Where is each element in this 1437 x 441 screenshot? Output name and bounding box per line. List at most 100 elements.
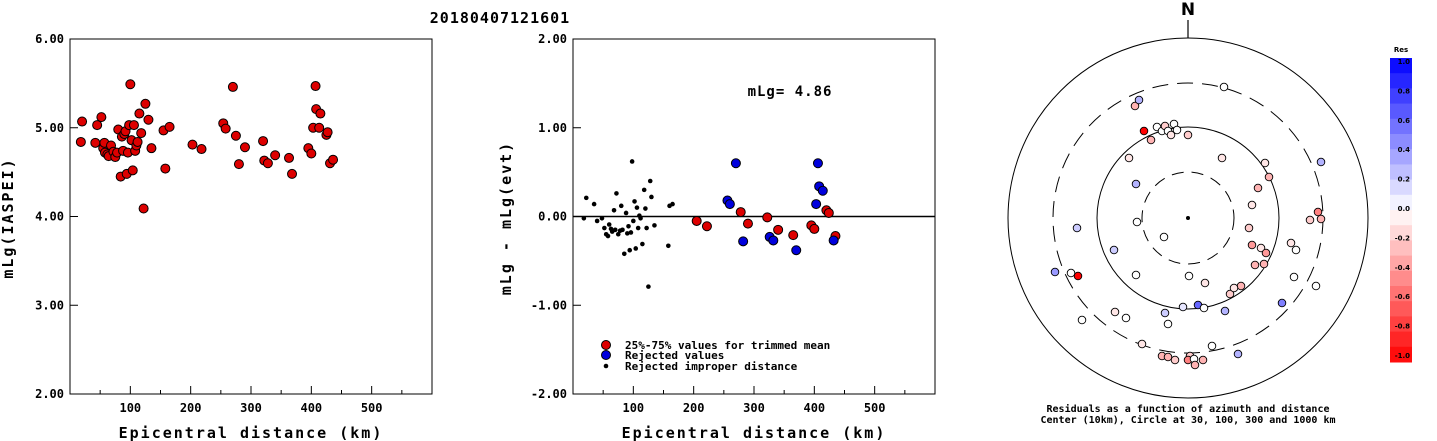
- rejected-point: [828, 235, 839, 246]
- residual-point: [1236, 281, 1246, 291]
- center-point: [1186, 216, 1190, 220]
- y-tick-label-2: 1.00: [538, 121, 567, 135]
- y-axis-label-1: mLg(IASPEI): [0, 157, 17, 278]
- y-tick-label-2: 0.00: [538, 210, 567, 224]
- improper-distance-point: [670, 201, 675, 207]
- data-point: [90, 137, 101, 148]
- rejected-point: [811, 199, 822, 210]
- x-tick-label-2: 100: [622, 401, 644, 415]
- residual-point: [1199, 303, 1209, 313]
- data-point: [322, 127, 333, 138]
- data-point: [284, 152, 295, 163]
- north-label: N: [1181, 0, 1195, 20]
- trimmed-point: [691, 215, 702, 226]
- residual-point: [1311, 281, 1321, 291]
- x-tick-label-2: 500: [864, 401, 886, 415]
- improper-distance-point: [644, 225, 649, 231]
- colorbar-cell: [1390, 346, 1412, 363]
- colorbar-cell: [1390, 225, 1412, 241]
- residual-point: [1146, 135, 1156, 145]
- residual-point: [1160, 308, 1170, 318]
- y-tick-label-1: 2.00: [35, 387, 64, 401]
- colorbar-tick-label: -0.8: [1395, 323, 1410, 331]
- data-point: [196, 144, 207, 155]
- data-point: [138, 203, 149, 214]
- legend-label-improper: Rejected improper distance: [625, 360, 798, 373]
- residual-point: [1132, 217, 1142, 227]
- y-axis-label-2: mLg - mLg(evt): [497, 141, 515, 295]
- panel-magnitude: 100 200 300 400 500 2.00 3.00 4.00 5.00 6.00 Epic…: [0, 32, 433, 441]
- x-tick-label-1: 200: [180, 401, 202, 415]
- colorbar-tick-label: 0.0: [1398, 205, 1411, 213]
- colorbar-tick-label: -0.6: [1395, 293, 1410, 301]
- trimmed-point: [773, 224, 784, 235]
- improper-distance-point: [605, 233, 611, 239]
- improper-distance-point: [612, 227, 618, 233]
- x-axis-label-1: Epicentral distance (km): [119, 424, 384, 441]
- residual-point: [1217, 153, 1227, 163]
- mlg-annotation: mLg= 4.86: [748, 84, 833, 100]
- legend-marker-improper: [603, 363, 609, 369]
- improper-distance-point: [634, 205, 640, 210]
- colorbar-cell: [1390, 73, 1412, 89]
- caption-line-2: Center (10km), Circle at 30, 100, 300 an…: [1040, 414, 1335, 426]
- residual-point: [1260, 158, 1270, 168]
- x-tick-label-1: 100: [119, 401, 141, 415]
- residual-point: [1261, 248, 1271, 258]
- colorbar-tick-label: -1.0: [1395, 352, 1410, 360]
- colorbar-cell: [1390, 301, 1412, 317]
- legend-marker-trimmed: [601, 340, 611, 350]
- residual-point: [1131, 179, 1141, 189]
- improper-distance-point: [646, 284, 651, 289]
- colorbar-cell: [1390, 149, 1412, 165]
- improper-distance-point: [638, 215, 643, 221]
- residual-point: [1198, 355, 1208, 365]
- colorbar-cell: [1390, 286, 1412, 302]
- colorbar-cell: [1390, 134, 1412, 150]
- data-point: [164, 121, 175, 132]
- rejected-point: [730, 158, 741, 169]
- residual-point: [1250, 260, 1260, 270]
- residual-point: [1110, 307, 1120, 317]
- data-point: [227, 81, 238, 92]
- improper-distance-point: [643, 206, 648, 211]
- residual-point: [1073, 271, 1083, 281]
- trimmed-point: [735, 207, 746, 218]
- residual-point: [1184, 271, 1194, 281]
- improper-distance-point: [647, 178, 653, 184]
- improper-distance-point: [633, 246, 639, 251]
- residual-point: [1183, 130, 1193, 140]
- y-tick-label-2: -1.00: [531, 298, 567, 312]
- residual-point: [1264, 172, 1274, 182]
- improper-distance-point: [591, 201, 597, 207]
- data-point: [239, 142, 250, 153]
- legend-label-trimmed: 25%-75% values for trimmed mean: [625, 339, 830, 352]
- residual-point: [1225, 289, 1235, 299]
- data-point: [92, 120, 103, 131]
- residual-point: [1050, 267, 1060, 277]
- residual-point: [1247, 240, 1257, 250]
- data-point: [96, 112, 107, 123]
- improper-distance-point: [602, 225, 607, 231]
- data-point: [132, 136, 143, 147]
- improper-distance-point: [631, 218, 636, 224]
- trimmed-point: [762, 212, 773, 223]
- colorbar: Res 1.0 0.8 0.6 0.4 0.2 0.0 -0.2 -0.4 -0.6 -0.8 -1…: [1390, 46, 1412, 363]
- residual-point: [1247, 200, 1257, 210]
- data-point: [134, 108, 145, 119]
- residual-point: [1172, 125, 1182, 135]
- circle-100km: [1096, 126, 1280, 310]
- data-point: [220, 123, 231, 134]
- colorbar-cell: [1390, 270, 1412, 287]
- improper-distance-point: [626, 223, 631, 229]
- x-tick-label-2: 400: [803, 401, 825, 415]
- residual-point: [1291, 245, 1301, 255]
- colorbar-cell: [1390, 58, 1412, 74]
- data-point: [146, 143, 157, 154]
- x-tick-label-2: 200: [683, 401, 705, 415]
- data-point: [314, 122, 325, 133]
- residual-point: [1130, 101, 1140, 111]
- x-tick-label-1: 300: [240, 401, 262, 415]
- legend-marker-rejected: [601, 350, 611, 360]
- data-point: [230, 130, 241, 141]
